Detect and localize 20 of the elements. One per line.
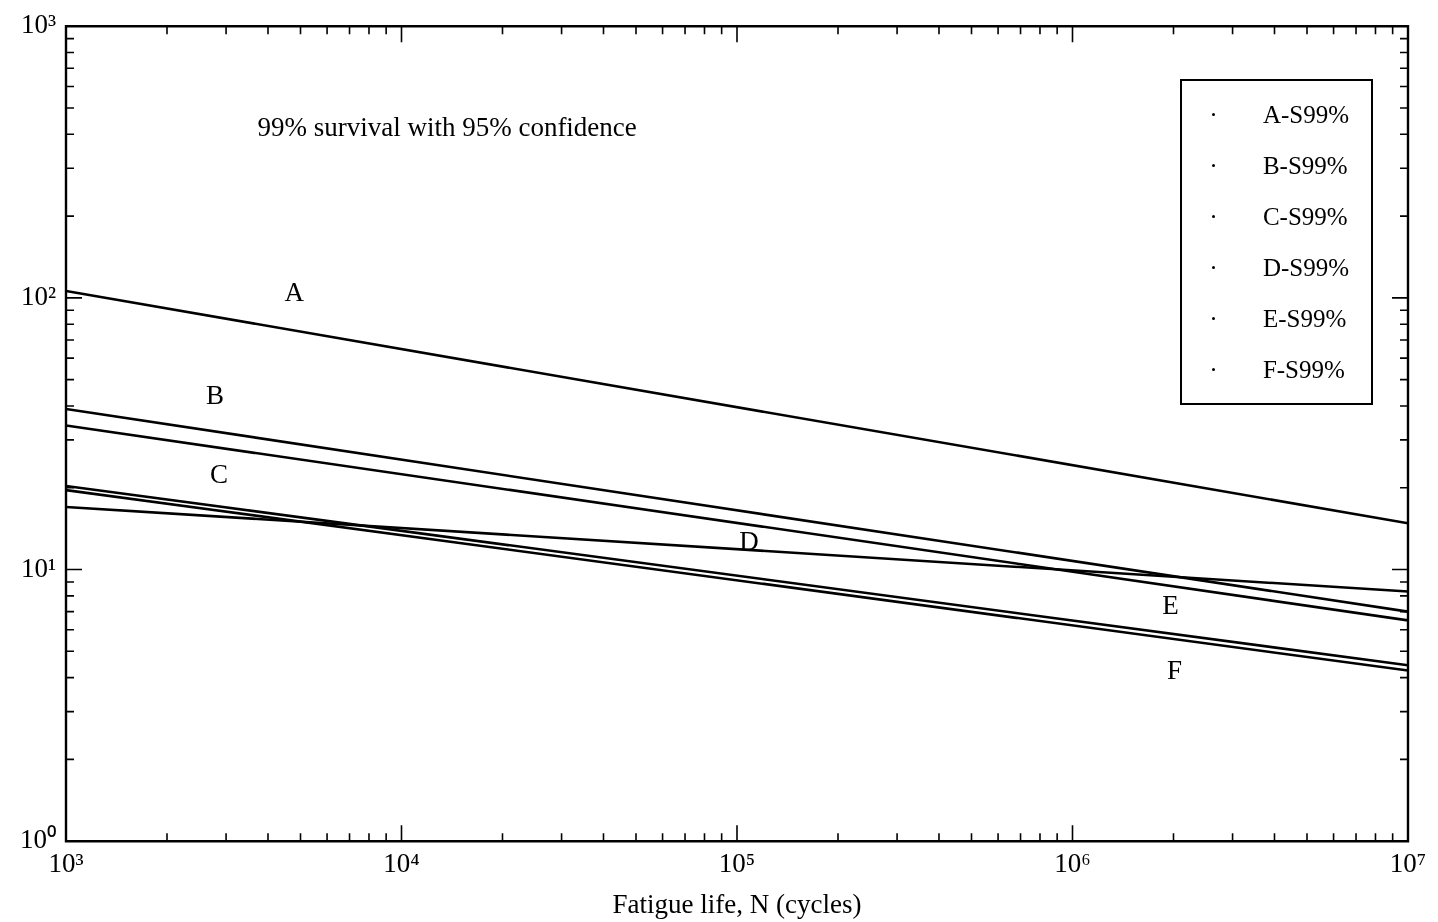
legend-label: A-S99%: [1262, 100, 1349, 129]
x-tick-label: 10⁶: [1054, 848, 1091, 879]
legend-label: E-S99%: [1262, 304, 1347, 333]
annotation: 99% survival with 95% confidence: [257, 111, 637, 142]
legend-label: F-S99%: [1262, 355, 1345, 384]
annotation: E: [1162, 590, 1179, 621]
legend-label: B-S99%: [1262, 151, 1348, 180]
x-tick-label: 10⁴: [383, 848, 420, 879]
annotation: C: [209, 459, 228, 490]
x-tick-label: 10⁷: [1389, 848, 1427, 879]
y-tick-label: 10²: [20, 280, 56, 311]
x-axis-title: Fatigue life, N (cycles): [612, 888, 862, 919]
annotation: B: [205, 380, 224, 411]
x-tick-label: 10⁵: [718, 848, 756, 879]
legend-label: C-S99%: [1262, 202, 1348, 231]
y-tick-label: 10³: [20, 9, 56, 40]
y-tick-label: 10¹: [20, 552, 56, 583]
annotation: F: [1166, 654, 1183, 685]
legend-label: D-S99%: [1262, 253, 1349, 282]
annotation: A: [284, 276, 305, 307]
